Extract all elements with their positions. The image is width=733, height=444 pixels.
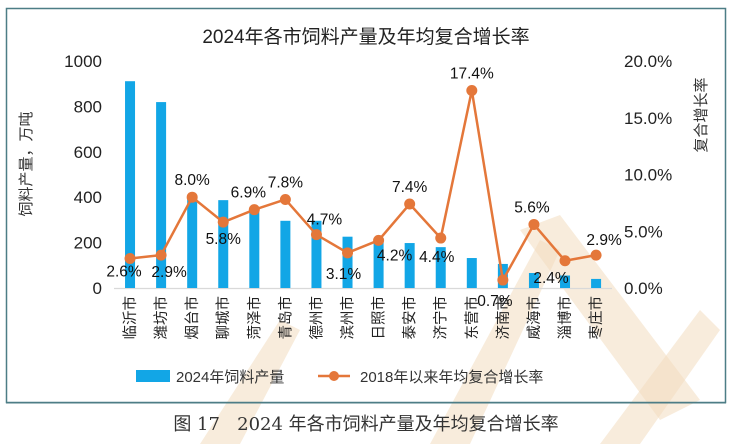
line-marker (590, 249, 602, 261)
data-label: 17.4% (450, 66, 494, 83)
figure-caption: 图 17 2024 年各市饲料产量及年均复合增长率 (173, 414, 558, 435)
legend-line-marker (329, 371, 339, 381)
watermark-stroke (600, 310, 720, 444)
x-tick-label: 济南市 (495, 296, 512, 340)
x-tick-label: 青岛市 (277, 296, 294, 340)
data-label: 2.9% (151, 264, 187, 281)
y-tick-label: 600 (74, 143, 102, 162)
x-tick-label: 泰安市 (402, 296, 419, 340)
line-marker (528, 218, 540, 230)
data-label: 8.0% (175, 172, 211, 189)
x-tick-label: 菏泽市 (246, 296, 263, 340)
x-tick-label: 威海市 (526, 296, 543, 340)
y-axis-left-label: 饲料产量，万吨 (17, 111, 35, 216)
data-label: 4.4% (419, 249, 455, 266)
line-marker (279, 193, 291, 205)
bar (528, 273, 539, 288)
bar (125, 81, 136, 288)
bar (560, 275, 571, 288)
line-marker (497, 274, 509, 286)
y2-tick-label: 0.0% (624, 279, 663, 298)
y-tick-label: 400 (74, 188, 102, 207)
data-label: 2.9% (586, 232, 622, 249)
data-label: 7.4% (392, 179, 428, 196)
bar-series (125, 81, 602, 288)
y2-tick-label: 20.0% (624, 52, 672, 71)
data-label: 5.8% (206, 231, 242, 248)
y-tick-label: 200 (74, 234, 102, 253)
x-tick-label: 滨州市 (340, 296, 357, 340)
line-marker (342, 247, 354, 259)
line-marker (559, 255, 571, 267)
bar (373, 238, 384, 288)
bar (404, 243, 415, 288)
x-tick-label: 烟台市 (184, 296, 201, 340)
y-tick-label: 1000 (64, 52, 102, 71)
legend: 2024年饲料产量 2018年以来年均复合增长率 (136, 368, 543, 386)
bar (311, 220, 322, 288)
data-label: 6.9% (231, 185, 267, 202)
legend-bar-swatch (136, 370, 170, 382)
x-tick-label: 东营市 (464, 296, 481, 340)
growth-line (129, 90, 597, 284)
x-tick-label: 临沂市 (122, 296, 139, 340)
bar (591, 278, 602, 288)
data-label: 4.2% (377, 247, 413, 264)
watermark-stroke (430, 240, 560, 444)
x-axis-labels: 临沂市 潍坊市 烟台市 聊城市 菏泽市 青岛市 德州市 滨州市 日照市 泰安市 济宁市 东营市 济南市威… (122, 296, 605, 340)
bar (280, 220, 291, 288)
chart-title: 2024年各市饲料产量及年均复合增长率 (202, 26, 529, 48)
x-tick-label: 枣庄市 (587, 296, 605, 340)
data-label: 0.7% (477, 293, 513, 310)
data-label: 7.8% (268, 174, 304, 191)
watermark-stroke (200, 320, 300, 444)
data-label: 3.1% (326, 266, 362, 283)
data-label: 2.6% (106, 263, 142, 280)
watermark (200, 215, 720, 444)
bar (187, 197, 198, 288)
y-axis-right-label: 复合增长率 (692, 77, 710, 152)
bar (156, 102, 167, 288)
line-marker (466, 85, 478, 97)
bar (466, 258, 477, 288)
data-label: 2.4% (533, 270, 569, 287)
x-tick-label: 日照市 (371, 296, 388, 340)
line-marker (248, 204, 260, 216)
x-tick-label: 潍坊市 (153, 296, 170, 340)
x-tick-label: 济宁市 (433, 296, 450, 340)
y-axis-right: 0.0% 5.0% 10.0% 15.0% 20.0% (624, 52, 672, 298)
line-series: 2.6% 2.9% 8.0% 5.8% 6.9%7.8% 4.7% 3.1% 4.2% 7.4%… (106, 66, 622, 311)
y2-tick-label: 5.0% (624, 222, 663, 241)
legend-bar-label: 2024年饲料产量 (176, 369, 284, 386)
line-marker (310, 229, 322, 241)
y-tick-label: 0 (93, 279, 102, 298)
line-marker (373, 234, 385, 246)
y-axis-left: 0 200 400 600 800 1000 (64, 52, 102, 298)
legend-line-label: 2018年以来年均复合增长率 (360, 368, 543, 386)
line-marker (155, 249, 167, 261)
x-tick-label: 聊城市 (215, 296, 232, 340)
bar (342, 236, 353, 288)
y2-tick-label: 10.0% (624, 166, 672, 185)
bar (249, 208, 260, 288)
line-marker (124, 252, 136, 264)
line-marker (186, 191, 198, 203)
line-marker (217, 216, 229, 228)
data-label: 4.7% (307, 212, 343, 229)
x-tick-label: 淄博市 (557, 296, 574, 340)
y2-tick-label: 15.0% (624, 109, 672, 128)
data-label: 5.6% (514, 199, 550, 216)
bar (435, 247, 446, 288)
bar (218, 200, 229, 288)
y-tick-label: 800 (74, 97, 102, 116)
line-marker (404, 198, 416, 210)
line-marker (435, 232, 447, 244)
x-tick-label: 德州市 (308, 296, 325, 340)
